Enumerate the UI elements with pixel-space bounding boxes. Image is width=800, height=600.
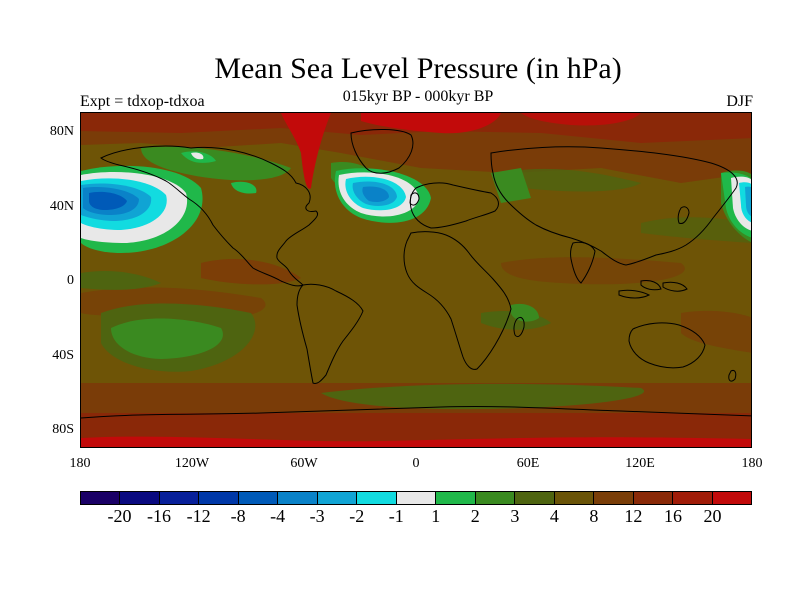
- colorbar-label-13: 12: [624, 506, 643, 526]
- colorbar-swatch-14: [633, 492, 674, 504]
- coastlines: [81, 129, 751, 419]
- lon-label-120w: 120W: [174, 456, 210, 471]
- lon-label-180e: 180: [741, 456, 763, 471]
- colorbar-swatch-13: [594, 492, 634, 504]
- colorbar-label-8: 1: [431, 506, 441, 526]
- lon-label-180w: 180: [69, 456, 91, 471]
- colorbar-swatch-3: [199, 492, 239, 504]
- season-label: DJF: [726, 93, 753, 110]
- colorbar-swatch-9: [436, 492, 476, 504]
- lon-label-60w: 60W: [290, 456, 318, 471]
- colorbar-swatch-16: [712, 492, 751, 504]
- colorbar-swatch-11: [515, 492, 555, 504]
- experiment-label: Expt = tdxop-tdxoa: [80, 93, 205, 110]
- colorbar-label-11: 4: [549, 506, 559, 526]
- colorbar-swatch-12: [554, 492, 595, 504]
- lat-label-equator: 0: [67, 273, 74, 288]
- colorbar-label-4: -4: [270, 506, 286, 526]
- lat-label-40n: 40N: [49, 199, 74, 214]
- colorbar-label-14: 16: [663, 506, 682, 526]
- colorbar-swatch-2: [159, 492, 200, 504]
- red-high-regions: [81, 113, 751, 447]
- colorbar-swatch-15: [673, 492, 713, 504]
- colorbar-swatch-6: [317, 492, 358, 504]
- dark-blue-regions: [89, 191, 127, 210]
- pressure-map: [80, 112, 752, 448]
- lat-label-40s: 40S: [52, 348, 74, 363]
- chart-title: Mean Sea Level Pressure (in hPa): [214, 52, 622, 85]
- colorbar-label-10: 3: [510, 506, 520, 526]
- lon-label-60e: 60E: [516, 456, 540, 471]
- colorbar-label-2: -12: [186, 506, 211, 526]
- colorbar-label-9: 2: [470, 506, 480, 526]
- lat-label-80n: 80N: [49, 124, 74, 139]
- colorbar-label-0: -20: [107, 506, 132, 526]
- colorbar-swatch-7: [357, 492, 397, 504]
- colorbar-label-5: -3: [309, 506, 325, 526]
- lon-label-120e: 120E: [625, 456, 655, 471]
- colorbar: [80, 491, 752, 505]
- colorbar-label-6: -2: [349, 506, 365, 526]
- colorbar-swatch-5: [278, 492, 318, 504]
- lon-label-0: 0: [412, 456, 420, 471]
- colorbar-swatch-4: [238, 492, 279, 504]
- colorbar-swatch-0: [81, 492, 121, 504]
- colorbar-swatch-8: [396, 492, 437, 504]
- chart-subtitle: 015kyr BP - 000kyr BP: [342, 88, 494, 105]
- colorbar-label-12: 8: [589, 506, 599, 526]
- colorbar-label-3: -8: [230, 506, 246, 526]
- lat-label-80s: 80S: [52, 422, 74, 437]
- colorbar-label-1: -16: [147, 506, 172, 526]
- colorbar-label-15: 20: [703, 506, 722, 526]
- colorbar-label-7: -1: [388, 506, 404, 526]
- colorbar-swatch-1: [120, 492, 160, 504]
- colorbar-swatch-10: [475, 492, 516, 504]
